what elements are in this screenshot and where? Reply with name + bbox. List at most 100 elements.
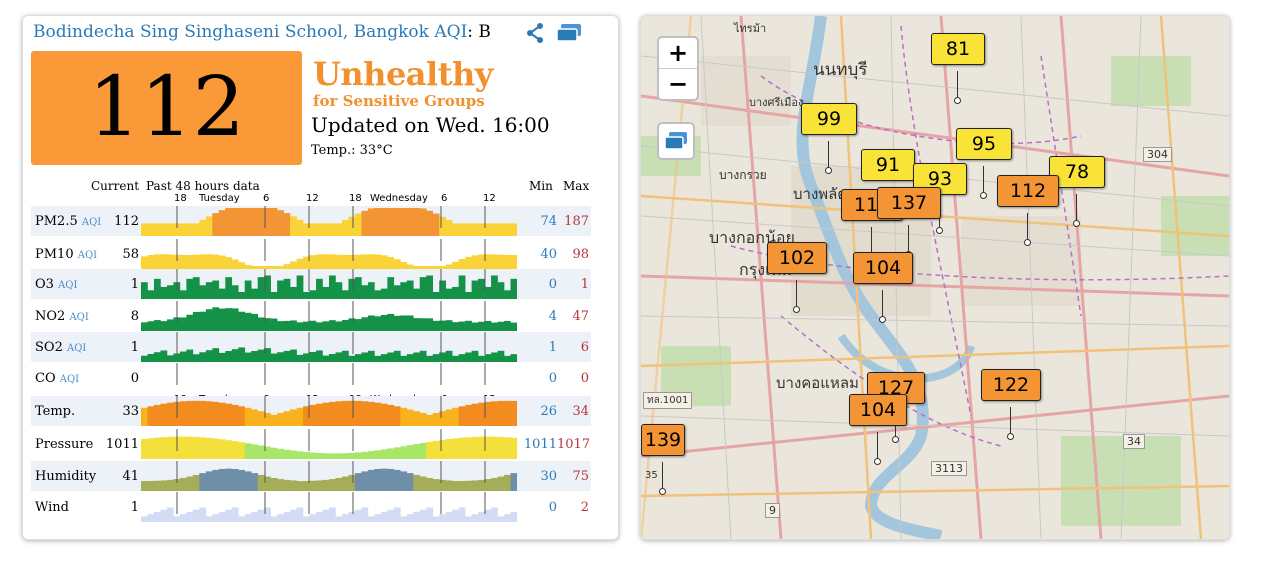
pollutant-name[interactable]: CO AQI bbox=[35, 371, 79, 386]
aqi-marker[interactable]: 122 bbox=[981, 369, 1041, 401]
sparkline-bar bbox=[231, 468, 239, 491]
sparkline-bar bbox=[238, 442, 246, 459]
sparkline-chart[interactable] bbox=[141, 332, 517, 362]
aqi-map[interactable]: ไทรม้า นนทบุรี บางศรีเมือง บางกรวย บางพล… bbox=[640, 15, 1230, 540]
pollutant-label[interactable]: Temp. bbox=[35, 404, 76, 419]
aqi-marker[interactable]: 95 bbox=[956, 128, 1012, 160]
sparkline-bar bbox=[393, 507, 401, 522]
pollutant-label[interactable]: Wind bbox=[35, 500, 69, 515]
day-label: 12 bbox=[306, 193, 319, 204]
pollutant-name[interactable]: SO2 AQI bbox=[35, 340, 86, 355]
sparkline-bar bbox=[166, 285, 174, 299]
aqi-marker[interactable]: 137 bbox=[877, 187, 941, 219]
sparkline-bar bbox=[510, 400, 517, 426]
pollutant-name[interactable]: NO2 AQI bbox=[35, 309, 89, 324]
aqi-marker[interactable]: 112 bbox=[997, 175, 1059, 207]
sparkline-chart[interactable] bbox=[141, 492, 517, 522]
aqi-marker[interactable]: 81 bbox=[931, 33, 985, 65]
aqi-marker[interactable]: 104 bbox=[853, 252, 913, 284]
aqi-marker[interactable]: 99 bbox=[801, 103, 857, 135]
pollutant-name[interactable]: O3 AQI bbox=[35, 277, 77, 292]
sparkline-chart[interactable] bbox=[141, 239, 517, 269]
sparkline-bar bbox=[257, 266, 265, 269]
sparkline-bar bbox=[367, 350, 375, 362]
sparkline-bar bbox=[445, 439, 453, 459]
share-icon[interactable] bbox=[525, 22, 547, 44]
sparkline-bar bbox=[465, 516, 472, 522]
sparkline-bar bbox=[354, 452, 362, 459]
sparkline-bar bbox=[341, 400, 349, 426]
sparkline-chart[interactable] bbox=[141, 396, 517, 426]
pollutant-label[interactable]: Pressure bbox=[35, 437, 94, 452]
sparkline-bar bbox=[504, 320, 511, 331]
marker-pin bbox=[983, 166, 984, 194]
sparkline-bar bbox=[400, 261, 408, 269]
sparkline-bar bbox=[329, 453, 336, 459]
sparkline-bar bbox=[452, 481, 459, 491]
pollutant-label[interactable]: NO2 bbox=[35, 309, 66, 324]
sparkline-bar bbox=[348, 452, 356, 459]
sparkline-bar bbox=[491, 477, 498, 491]
map-label: บางพลัด bbox=[793, 185, 848, 203]
sparkline-bar bbox=[471, 350, 479, 362]
pollutant-label[interactable]: CO bbox=[35, 371, 56, 386]
sparkline-bar bbox=[309, 223, 317, 236]
unit-label: AQI bbox=[59, 374, 80, 385]
aqi-marker[interactable]: 91 bbox=[861, 149, 915, 181]
min-value: 4 bbox=[548, 309, 557, 324]
sparkline-bar bbox=[329, 223, 336, 236]
pollutant-label[interactable]: SO2 bbox=[35, 340, 63, 355]
pollutant-name[interactable]: PM2.5 AQI bbox=[35, 214, 101, 229]
sparkline-bar bbox=[205, 282, 213, 299]
station-name[interactable]: Bodindecha Sing Singhaseni School, Bangk… bbox=[33, 22, 468, 42]
aqi-marker[interactable]: 104 bbox=[849, 394, 907, 426]
pollutant-name[interactable]: Temp. bbox=[35, 404, 75, 419]
sparkline-bar bbox=[445, 264, 453, 269]
sparkline-bar bbox=[413, 474, 421, 491]
pollutant-name[interactable]: PM10 AQI bbox=[35, 247, 97, 262]
map-label: นนทบุรี bbox=[813, 60, 868, 80]
sparkline-bar bbox=[238, 208, 246, 236]
sparkline-bar bbox=[341, 319, 349, 331]
sparkline-bar bbox=[218, 255, 226, 269]
sparkline-bar bbox=[192, 400, 200, 426]
sparkline-bar bbox=[387, 509, 395, 522]
sparkline-bar bbox=[484, 479, 492, 491]
pollutant-name[interactable]: Wind bbox=[35, 500, 69, 515]
aqi-marker[interactable]: 139 bbox=[641, 424, 685, 456]
pollutant-name[interactable]: Pressure bbox=[35, 437, 93, 452]
sparkline-chart[interactable] bbox=[141, 363, 517, 393]
pollutant-label[interactable]: PM2.5 bbox=[35, 214, 78, 229]
sparkline-bar bbox=[192, 223, 200, 236]
pollutant-label[interactable]: PM10 bbox=[35, 247, 74, 262]
sparkline-bar bbox=[380, 255, 388, 269]
sparkline-bar bbox=[374, 450, 382, 459]
current-value: 33 bbox=[122, 404, 139, 419]
sparkline-chart[interactable] bbox=[141, 429, 517, 459]
sparkline-bar bbox=[160, 350, 168, 362]
sparkline-bar bbox=[283, 479, 291, 491]
sparkline-bar bbox=[141, 481, 148, 491]
sparkline-bar bbox=[205, 254, 213, 269]
pollutant-label[interactable]: O3 bbox=[35, 277, 54, 292]
map-layers-button[interactable] bbox=[657, 122, 695, 160]
aqi-marker[interactable]: 102 bbox=[767, 242, 827, 274]
sparkline-bar bbox=[341, 220, 349, 236]
sparkline-bar bbox=[303, 256, 310, 269]
sparkline-bar bbox=[374, 208, 382, 236]
sparkline-bar bbox=[348, 400, 356, 426]
table-row: Wind 1 0 2 bbox=[31, 492, 591, 522]
sparkline-chart[interactable] bbox=[141, 206, 517, 236]
pollutant-label[interactable]: Humidity bbox=[35, 469, 97, 484]
sparkline-chart[interactable] bbox=[141, 301, 517, 331]
sparkline-bar bbox=[406, 315, 414, 331]
sparkline-chart[interactable] bbox=[141, 269, 517, 299]
zoom-in-button[interactable]: + bbox=[659, 38, 697, 69]
sparkline-chart[interactable] bbox=[141, 461, 517, 491]
sparkline-bar bbox=[141, 516, 148, 522]
station-title[interactable]: Bodindecha Sing Singhaseni School, Bangk… bbox=[33, 22, 491, 42]
sparkline-bar bbox=[186, 400, 194, 426]
pollutant-name[interactable]: Humidity bbox=[35, 469, 96, 484]
layers-icon[interactable] bbox=[555, 22, 583, 44]
zoom-out-button[interactable]: − bbox=[667, 70, 689, 98]
